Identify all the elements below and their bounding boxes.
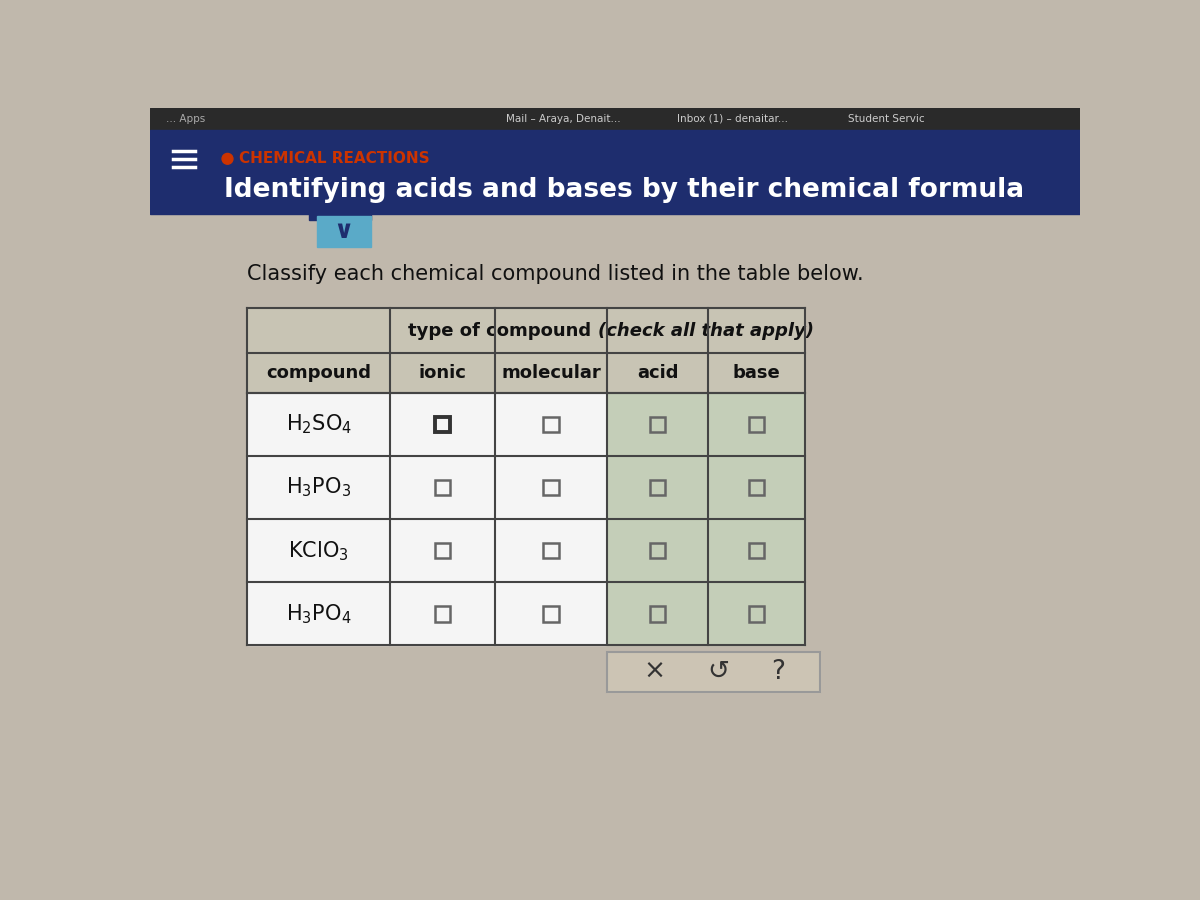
Text: Inbox (1) – denaitar...: Inbox (1) – denaitar... — [677, 113, 788, 124]
Text: $\mathregular{KClO_3}$: $\mathregular{KClO_3}$ — [288, 539, 349, 562]
Text: compound: compound — [266, 364, 371, 382]
Text: Identifying acids and bases by their chemical formula: Identifying acids and bases by their che… — [223, 176, 1024, 202]
Bar — [308, 214, 371, 220]
Text: Student Servic: Student Servic — [847, 113, 924, 124]
Bar — [749, 480, 764, 495]
Bar — [650, 543, 665, 558]
Text: Mail – Araya, Denait...: Mail – Araya, Denait... — [506, 113, 622, 124]
Bar — [544, 543, 559, 558]
Bar — [247, 519, 607, 582]
Bar — [317, 216, 371, 247]
Bar — [247, 582, 607, 645]
Bar — [607, 393, 805, 456]
Bar — [247, 456, 607, 519]
Bar — [434, 417, 450, 432]
Text: Classify each chemical compound listed in the table below.: Classify each chemical compound listed i… — [247, 264, 864, 284]
Bar — [650, 417, 665, 432]
Bar — [150, 108, 1080, 130]
Text: $\mathregular{H_3PO_3}$: $\mathregular{H_3PO_3}$ — [286, 476, 352, 500]
Bar — [650, 480, 665, 495]
Text: $\mathregular{H_2SO_4}$: $\mathregular{H_2SO_4}$ — [286, 413, 352, 436]
Bar — [434, 543, 450, 558]
Bar — [544, 417, 559, 432]
Bar — [247, 308, 805, 393]
Text: ×: × — [643, 659, 665, 685]
Text: base: base — [732, 364, 780, 382]
Text: ionic: ionic — [419, 364, 467, 382]
Text: ?: ? — [770, 659, 785, 685]
Bar — [607, 652, 821, 692]
Bar — [607, 456, 805, 519]
Bar — [607, 519, 805, 582]
Bar — [247, 393, 607, 456]
Bar — [607, 652, 821, 692]
Text: acid: acid — [637, 364, 678, 382]
Bar — [650, 607, 665, 622]
Text: ... Apps: ... Apps — [166, 113, 205, 124]
Text: CHEMICAL REACTIONS: CHEMICAL REACTIONS — [239, 151, 430, 166]
Text: molecular: molecular — [502, 364, 601, 382]
Text: ∨: ∨ — [334, 220, 354, 243]
Bar — [434, 480, 450, 495]
Bar — [749, 417, 764, 432]
Bar — [607, 582, 805, 645]
Bar — [150, 130, 1080, 214]
Text: type of compound: type of compound — [408, 321, 598, 339]
Text: (check all that apply): (check all that apply) — [598, 321, 814, 339]
Bar — [544, 480, 559, 495]
Text: $\mathregular{H_3PO_4}$: $\mathregular{H_3PO_4}$ — [286, 602, 352, 626]
Bar — [749, 543, 764, 558]
Bar — [434, 607, 450, 622]
Bar — [749, 607, 764, 622]
Text: ↺: ↺ — [707, 659, 730, 685]
Bar — [544, 607, 559, 622]
Circle shape — [222, 153, 233, 164]
